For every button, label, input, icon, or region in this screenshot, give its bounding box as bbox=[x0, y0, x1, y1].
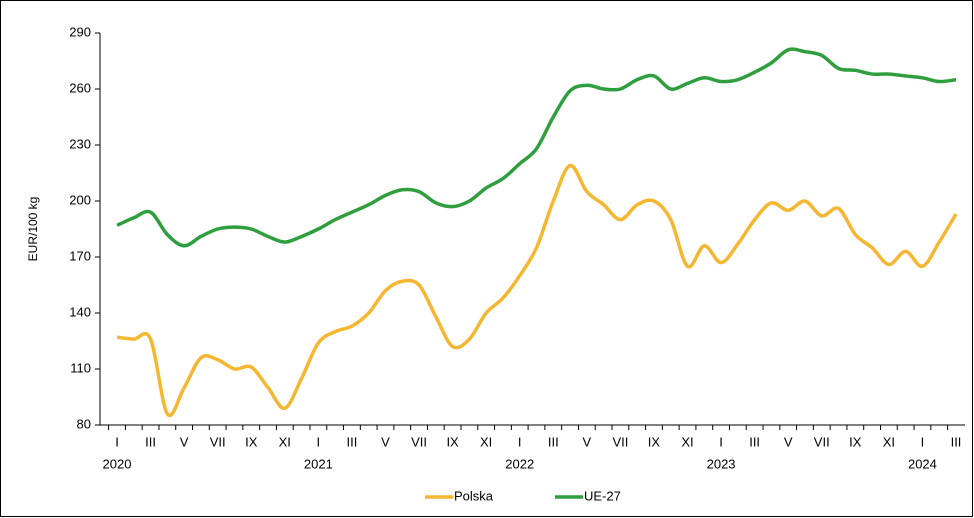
y-tick-label: 140 bbox=[69, 304, 91, 319]
y-tick-label: 260 bbox=[69, 80, 91, 95]
x-tick-label: I bbox=[115, 434, 119, 449]
x-tick-label: VII bbox=[411, 434, 427, 449]
x-tick-label: III bbox=[749, 434, 760, 449]
x-tick-label: I bbox=[719, 434, 723, 449]
x-tick-label: III bbox=[145, 434, 156, 449]
x-tick-label: V bbox=[180, 434, 189, 449]
x-tick-label: I bbox=[921, 434, 925, 449]
y-tick-label: 80 bbox=[77, 416, 91, 431]
x-tick-label: I bbox=[518, 434, 522, 449]
x-tick-label: V bbox=[784, 434, 793, 449]
x-tick-label: IX bbox=[446, 434, 459, 449]
x-tick-label: III bbox=[951, 434, 962, 449]
series-line bbox=[116, 163, 958, 418]
x-tick-label: XI bbox=[480, 434, 492, 449]
year-label: 2020 bbox=[103, 456, 132, 471]
x-tick-label: III bbox=[548, 434, 559, 449]
y-tick-label: 290 bbox=[69, 24, 91, 39]
x-tick-label: I bbox=[317, 434, 321, 449]
y-tick-label: 200 bbox=[69, 192, 91, 207]
y-axis-label: EUR/100 kg bbox=[26, 197, 40, 262]
y-tick-label: 230 bbox=[69, 136, 91, 151]
year-label: 2022 bbox=[505, 456, 534, 471]
x-tick-label: XI bbox=[279, 434, 291, 449]
x-tick-label: IX bbox=[245, 434, 258, 449]
year-label: 2023 bbox=[707, 456, 736, 471]
y-tick-label: 110 bbox=[70, 360, 91, 375]
series-line bbox=[116, 47, 957, 248]
year-label: 2021 bbox=[304, 456, 333, 471]
x-tick-label: VII bbox=[210, 434, 226, 449]
x-tick-label: XI bbox=[883, 434, 895, 449]
year-label: 2024 bbox=[908, 456, 937, 471]
x-tick-label: IX bbox=[849, 434, 862, 449]
x-tick-label: V bbox=[381, 434, 390, 449]
x-tick-label: III bbox=[346, 434, 357, 449]
legend-label: UE-27 bbox=[584, 488, 621, 503]
y-tick-label: 170 bbox=[69, 248, 91, 263]
x-tick-label: IX bbox=[648, 434, 661, 449]
x-tick-label: V bbox=[583, 434, 592, 449]
x-tick-label: VII bbox=[612, 434, 628, 449]
x-tick-label: VII bbox=[814, 434, 830, 449]
x-tick-label: XI bbox=[681, 434, 693, 449]
legend-label: Polska bbox=[454, 488, 494, 503]
